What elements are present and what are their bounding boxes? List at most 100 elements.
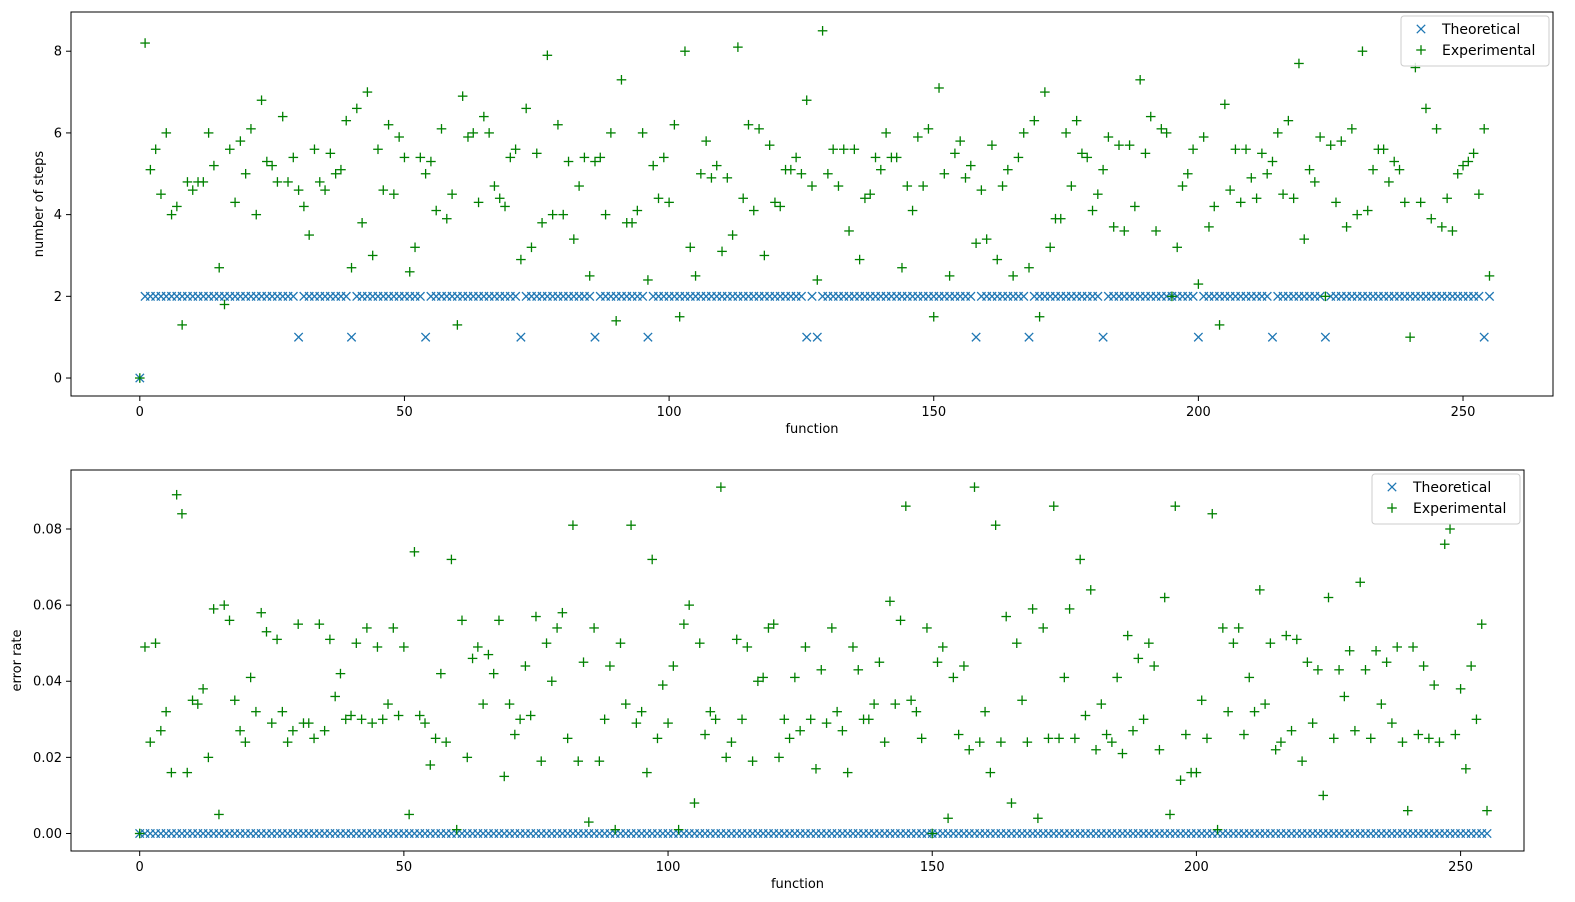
experimental-point [536, 756, 547, 766]
experimental-point [388, 623, 399, 633]
theoretical-point [293, 332, 304, 342]
experimental-point [1040, 87, 1050, 97]
experimental-point [907, 205, 918, 216]
experimental-point [684, 600, 694, 610]
experimental-point [256, 95, 267, 106]
experimental-point [1165, 809, 1175, 820]
experimental-point [1107, 737, 1117, 747]
experimental-point [784, 733, 795, 744]
experimental-point [309, 144, 320, 155]
experimental-point [1196, 695, 1207, 706]
experimental-point [779, 714, 790, 725]
experimental-point [430, 733, 441, 744]
experimental-point [743, 119, 754, 130]
experimental-point [827, 623, 837, 633]
experimental-point [648, 160, 659, 171]
experimental-point [1297, 756, 1307, 766]
experimental-point [515, 714, 525, 725]
experimental-point [1239, 729, 1249, 740]
experimental-point [1033, 813, 1043, 824]
experimental-point [1045, 242, 1055, 253]
experimental-point [733, 42, 743, 52]
x-tick-label: 0 [136, 860, 144, 875]
experimental-point [1482, 805, 1492, 816]
theoretical-point [1262, 291, 1272, 301]
experimental-point [944, 271, 955, 281]
experimental-point [1251, 193, 1262, 204]
experimental-point [1400, 197, 1410, 208]
experimental-point [653, 193, 664, 204]
experimental-point [795, 725, 805, 736]
experimental-point [1018, 128, 1029, 138]
experimental-point [791, 152, 801, 163]
x-tick-label: 50 [396, 860, 413, 875]
experimental-point [901, 501, 911, 511]
y-tick-label: 0.06 [33, 599, 62, 614]
experimental-point [1431, 124, 1442, 134]
experimental-point [272, 634, 282, 645]
experimental-point [1103, 132, 1114, 142]
y-tick-label: 2 [54, 290, 62, 305]
experimental-point [187, 185, 198, 195]
experimental-point [753, 676, 763, 687]
x-tick-label: 150 [921, 405, 946, 420]
experimental-point [923, 124, 934, 134]
experimental-point [853, 665, 864, 675]
experimental-point [632, 205, 643, 216]
experimental-point [811, 763, 821, 774]
theoretical-point [796, 291, 807, 301]
x-tick-label: 250 [1451, 405, 1476, 420]
experimental-point [844, 226, 854, 236]
experimental-point [399, 152, 410, 163]
experimental-point [637, 128, 648, 138]
experimental-point [473, 642, 483, 652]
experimental-point [1022, 737, 1033, 747]
experimental-point [943, 813, 953, 824]
experimental-point [1304, 164, 1315, 175]
experimental-point [410, 242, 420, 253]
experimental-point [314, 177, 325, 187]
experimental-point [754, 124, 764, 134]
experimental-point [140, 642, 150, 652]
experimental-point [1344, 645, 1355, 656]
experimental-point [849, 144, 860, 155]
experimental-point [558, 209, 569, 220]
experimental-point [1188, 144, 1198, 155]
experimental-point [663, 718, 673, 728]
experimental-point [293, 185, 304, 195]
experimental-point [367, 718, 377, 728]
experimental-point [135, 373, 145, 383]
experimental-point [985, 767, 996, 778]
experimental-point [203, 128, 214, 138]
experimental-point [906, 695, 916, 706]
experimental-point [161, 706, 171, 717]
theoretical-point [971, 332, 981, 342]
experimental-point [542, 50, 553, 61]
theoretical-point [590, 332, 600, 342]
experimental-point [1281, 630, 1292, 641]
theoretical-point [1474, 291, 1484, 301]
plot-area [134, 482, 1492, 839]
experimental-point [479, 111, 489, 122]
experimental-point [1468, 148, 1479, 159]
experimental-point [299, 201, 309, 212]
experimental-point [447, 189, 457, 199]
experimental-point [911, 706, 922, 717]
experimental-point [229, 695, 240, 706]
experimental-point [657, 680, 668, 690]
experimental-point [1352, 209, 1362, 220]
experimental-point [266, 718, 277, 728]
experimental-point [261, 626, 272, 637]
experimental-point [420, 718, 430, 728]
experimental-point [568, 520, 578, 530]
experimental-point [902, 181, 913, 191]
experimental-point [569, 234, 579, 244]
experimental-point [971, 238, 981, 249]
experimental-point [1246, 173, 1257, 183]
experimental-legend-marker [1387, 503, 1397, 513]
experimental-point [710, 714, 721, 725]
experimental-point [960, 173, 971, 183]
experimental-point [727, 230, 738, 240]
experimental-point [1085, 585, 1096, 595]
series-experimental [134, 482, 1492, 839]
